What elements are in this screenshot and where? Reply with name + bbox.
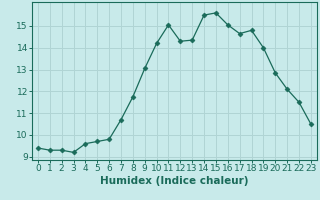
X-axis label: Humidex (Indice chaleur): Humidex (Indice chaleur) xyxy=(100,176,249,186)
